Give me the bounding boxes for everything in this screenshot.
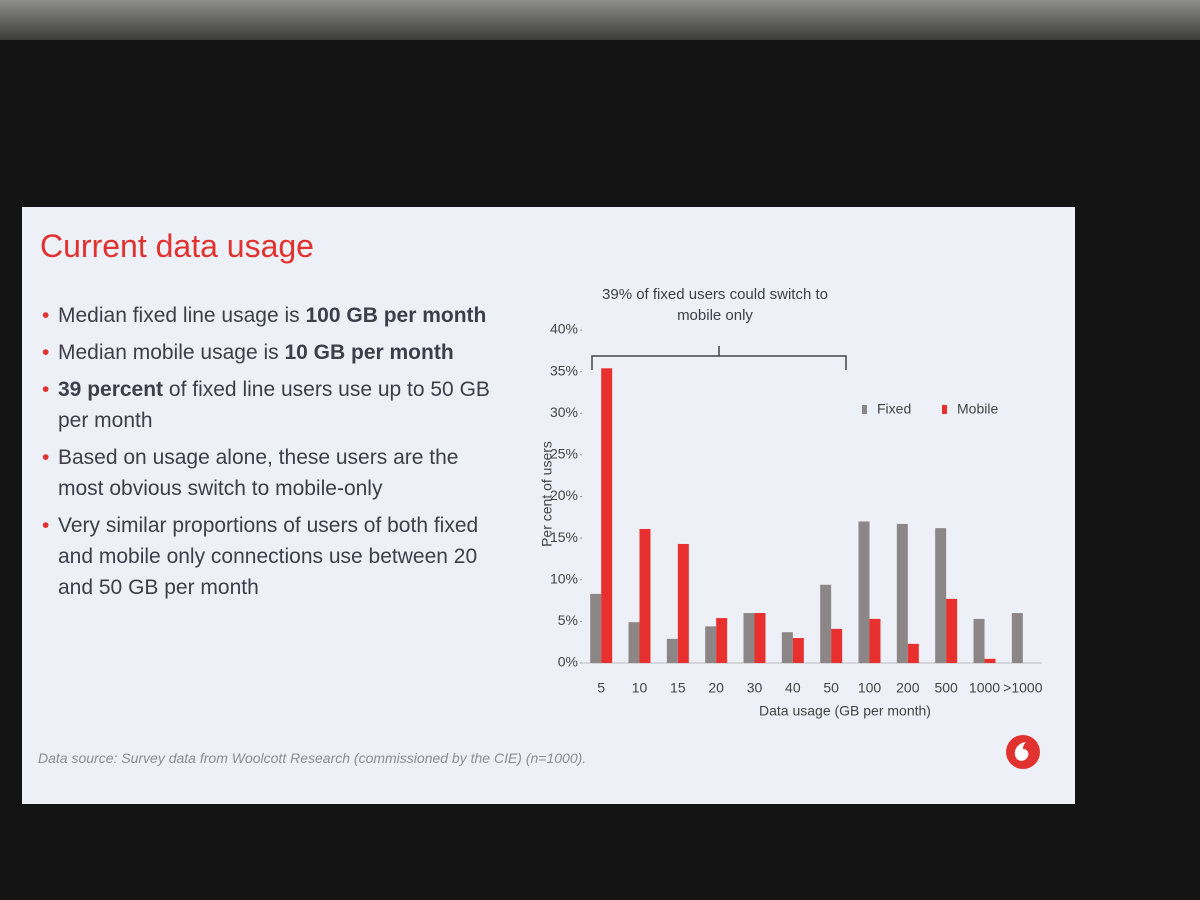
legend-swatch xyxy=(862,405,867,414)
x-tick-label: 5 xyxy=(597,680,605,696)
annotation: 39% of fixed users could switch to mobil… xyxy=(602,286,828,324)
x-tick-label: 100 xyxy=(858,680,882,696)
x-tick-label: 50 xyxy=(823,680,839,696)
x-tick-label: 30 xyxy=(747,680,763,696)
bar xyxy=(743,613,755,663)
bar xyxy=(984,658,996,663)
bullet: Median fixed line usage is 100 GB per mo… xyxy=(40,300,490,331)
logo xyxy=(1006,735,1040,769)
bracket xyxy=(591,346,847,370)
bar xyxy=(820,584,832,663)
x-tick-label: 10 xyxy=(632,680,648,696)
bar xyxy=(601,368,613,663)
bar xyxy=(666,638,678,663)
y-tick-label: 10% xyxy=(550,570,578,586)
bullet-text: 100 GB per month xyxy=(305,304,487,327)
bullet-text: Very similar proportions of users of bot… xyxy=(58,514,479,599)
y-axis-label: Per cent of users xyxy=(539,441,555,547)
bar xyxy=(858,521,870,663)
x-tick-label: >1000 xyxy=(1003,680,1043,696)
bar xyxy=(716,618,728,663)
bullet-text: 10 GB per month xyxy=(284,341,454,364)
x-tick-label: 1000 xyxy=(969,680,1000,696)
x-tick-label: 20 xyxy=(708,680,724,696)
bullet: Very similar proportions of users of bot… xyxy=(40,510,490,603)
slide-title: Current data usage xyxy=(40,228,314,264)
bullet: Median mobile usage is 10 GB per month xyxy=(40,337,490,368)
bar xyxy=(973,618,985,663)
bar xyxy=(628,622,640,663)
legend-swatch xyxy=(942,405,947,414)
bar xyxy=(831,628,843,663)
bar xyxy=(946,598,958,663)
bar xyxy=(869,618,881,663)
y-tick-label: 35% xyxy=(550,362,578,378)
bullet-text: Median fixed line usage is xyxy=(58,304,306,327)
y-tick-label: 20% xyxy=(550,487,578,503)
bar xyxy=(754,613,766,663)
ceiling xyxy=(0,0,1200,40)
bullet-text: 39 percent xyxy=(58,378,164,401)
bullet-text: Median mobile usage is xyxy=(58,341,285,364)
y-tick-label: 5% xyxy=(558,612,578,628)
legend-label: Fixed xyxy=(877,401,911,417)
bullet-text: Based on usage alone, these users are th… xyxy=(58,446,459,500)
legend-label: Mobile xyxy=(957,401,998,417)
bullet: 39 percent of fixed line users use up to… xyxy=(40,374,490,436)
bullet: Based on usage alone, these users are th… xyxy=(40,442,490,504)
x-tick-label: 15 xyxy=(670,680,686,696)
y-tick-label: 25% xyxy=(550,446,578,462)
bar xyxy=(781,632,793,663)
x-axis-label: Data usage (GB per month) xyxy=(759,703,931,719)
x-tick-label: 40 xyxy=(785,680,801,696)
bullet-list: Median fixed line usage is 100 GB per mo… xyxy=(40,300,490,609)
x-tick-label: 500 xyxy=(934,680,958,696)
bar xyxy=(677,543,689,663)
y-tick-label: 15% xyxy=(550,529,578,545)
bar xyxy=(705,626,717,663)
bar xyxy=(935,528,947,663)
bar xyxy=(907,643,919,663)
y-tick-label: 0% xyxy=(558,654,578,670)
y-tick-label: 40% xyxy=(550,321,578,337)
bullet-text: of fixed line users use up to 50 GB per … xyxy=(58,378,490,432)
x-tick-label: 200 xyxy=(896,680,920,696)
bar xyxy=(590,593,602,663)
y-tick-label: 30% xyxy=(550,404,578,420)
bar xyxy=(639,528,651,663)
bar xyxy=(792,638,804,663)
bar xyxy=(1011,613,1023,663)
data-source: Data source: Survey data from Woolcott R… xyxy=(38,750,587,766)
bar xyxy=(896,523,908,663)
